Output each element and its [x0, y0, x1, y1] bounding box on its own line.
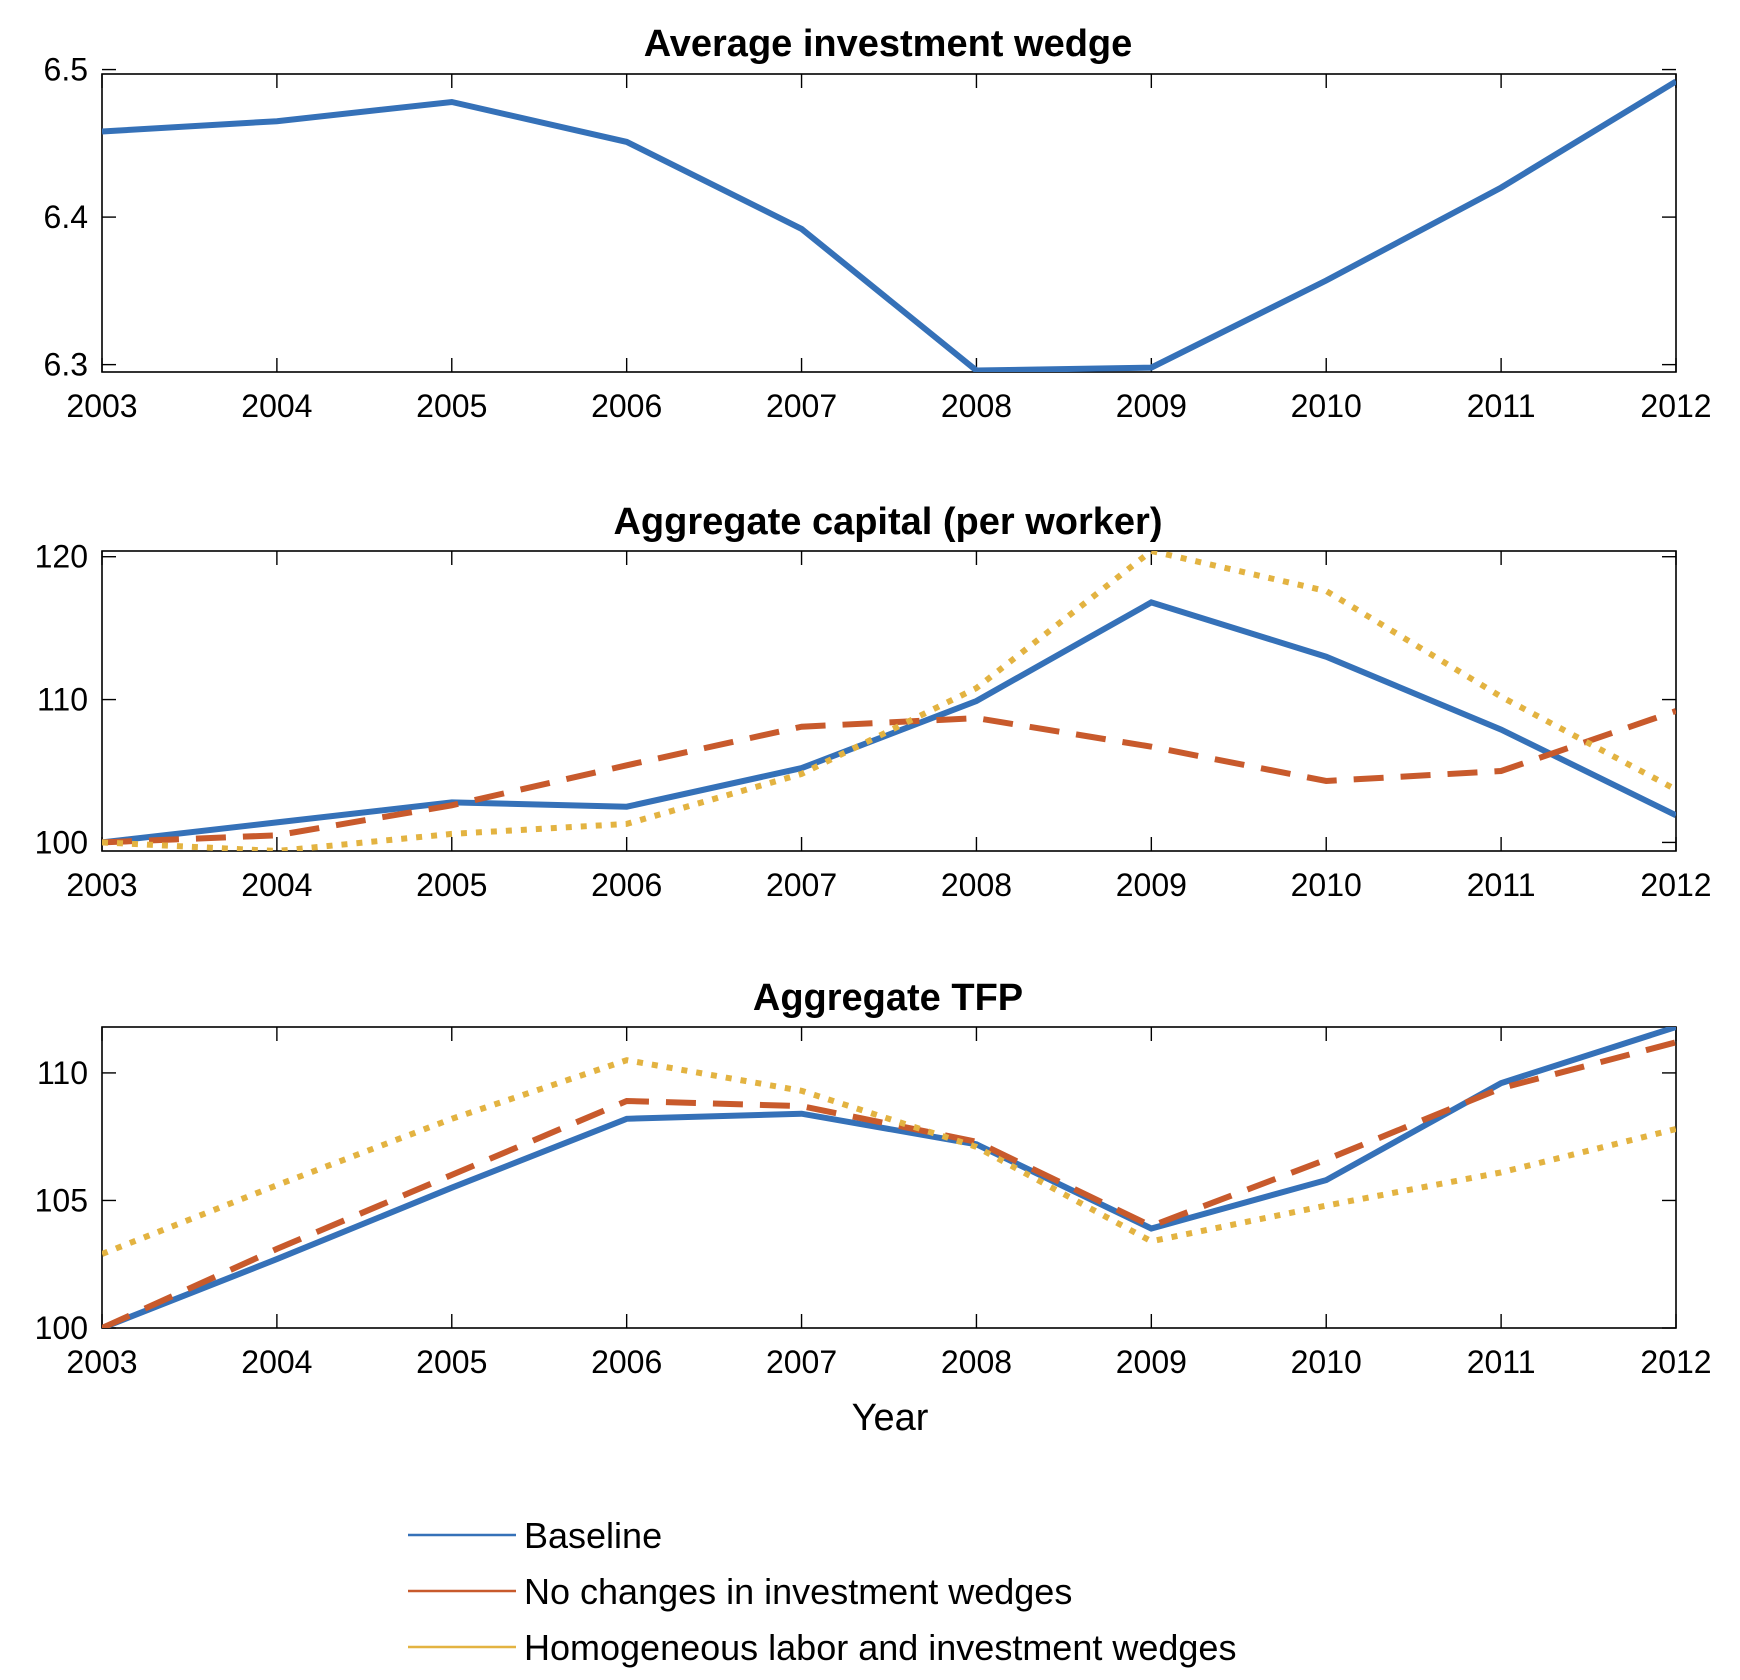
- axes-frame: [101, 550, 1677, 852]
- plot-area: 2003 2004 2005 2006 2007 2008 2009 2010 2011 2012…: [35, 1026, 1712, 1380]
- x-tick-label: 2006: [591, 867, 662, 903]
- legend-entry: No changes in investment wedges: [408, 1571, 1072, 1612]
- y-tick-label: 110: [37, 682, 88, 718]
- panel-title: Average investment wedge: [644, 23, 1133, 65]
- x-tick-label: 2005: [416, 867, 487, 903]
- y-tick-label: 6.3: [44, 347, 88, 383]
- x-tick-label: 2010: [1291, 867, 1362, 903]
- x-tick-label: 2008: [941, 388, 1012, 424]
- x-tick-label: 2012: [1640, 388, 1711, 424]
- plot-area: 2003 2004 2005 2006 2007 2008 2009 2010 2011 2012…: [35, 539, 1712, 903]
- legend: Baseline No changes in investment wedges…: [408, 1515, 1236, 1668]
- series-line-homogeneous-labor-and-investment-wedges: [102, 1057, 1676, 1257]
- x-tick-label: 2012: [1640, 1344, 1711, 1380]
- x-tick-label: 2007: [766, 867, 837, 903]
- panel-title: Aggregate TFP: [753, 977, 1023, 1019]
- legend-label: No changes in investment wedges: [524, 1571, 1072, 1612]
- x-tick-label: 2012: [1640, 867, 1711, 903]
- x-tick-label: 2008: [941, 867, 1012, 903]
- legend-entry: Baseline: [408, 1515, 662, 1556]
- x-tick-label: 2011: [1467, 867, 1536, 903]
- y-tick-label: 100: [35, 1310, 88, 1346]
- x-tick-label: 2009: [1116, 1344, 1187, 1380]
- panel-title: Aggregate capital (per worker): [613, 501, 1162, 543]
- x-tick-label: 2006: [591, 388, 662, 424]
- x-tick-label: 2007: [766, 388, 837, 424]
- panel-aggregate-capital: Aggregate capital (per worker) 2003 2004 2…: [35, 501, 1712, 903]
- series-line-baseline: [102, 78, 1676, 372]
- x-tick-label: 2009: [1116, 388, 1187, 424]
- series-line-no-changes-in-investment-wedges: [102, 708, 1676, 846]
- y-tick-label: 105: [35, 1182, 88, 1218]
- legend-label: Baseline: [524, 1515, 662, 1556]
- x-axis-label: Year: [852, 1397, 929, 1439]
- x-tick-label: 2007: [766, 1344, 837, 1380]
- y-tick-label: 110: [37, 1055, 88, 1091]
- legend-label: Homogeneous labor and investment wedges: [524, 1627, 1236, 1668]
- x-tick-label: 2011: [1467, 1344, 1536, 1380]
- x-tick-label: 2005: [416, 1344, 487, 1380]
- x-tick-label: 2003: [66, 867, 137, 903]
- y-tick-label: 100: [35, 824, 88, 860]
- legend-entry: Homogeneous labor and investment wedges: [408, 1627, 1236, 1668]
- series-line-no-changes-in-investment-wedges: [102, 1039, 1676, 1328]
- x-tick-label: 2010: [1291, 388, 1362, 424]
- panel-aggregate-tfp: Aggregate TFP 2003 2004 2005 2006 2007 2008 20…: [35, 977, 1712, 1439]
- series-line-baseline: [102, 1027, 1676, 1328]
- x-tick-label: 2011: [1467, 388, 1536, 424]
- panel-average-investment-wedge: Average investment wedge 2003 2004 2005 200…: [44, 23, 1712, 424]
- x-tick-label: 2008: [941, 1344, 1012, 1380]
- axes-frame: [101, 73, 1677, 373]
- x-tick-label: 2010: [1291, 1344, 1362, 1380]
- y-tick-label: 120: [35, 539, 88, 575]
- x-tick-label: 2009: [1116, 867, 1187, 903]
- axes-frame: [101, 1026, 1677, 1329]
- x-tick-label: 2004: [241, 1344, 312, 1380]
- series-line-baseline: [102, 599, 1676, 846]
- x-tick-label: 2003: [66, 1344, 137, 1380]
- y-tick-label: 6.4: [44, 199, 88, 235]
- x-tick-label: 2004: [241, 867, 312, 903]
- x-tick-label: 2006: [591, 1344, 662, 1380]
- x-tick-label: 2003: [66, 388, 137, 424]
- x-tick-label: 2005: [416, 388, 487, 424]
- plot-area: 2003 2004 2005 2006 2007 2008 2009 2010 2011 2012…: [44, 52, 1712, 424]
- x-tick-label: 2004: [241, 388, 312, 424]
- y-tick-label: 6.5: [44, 52, 88, 88]
